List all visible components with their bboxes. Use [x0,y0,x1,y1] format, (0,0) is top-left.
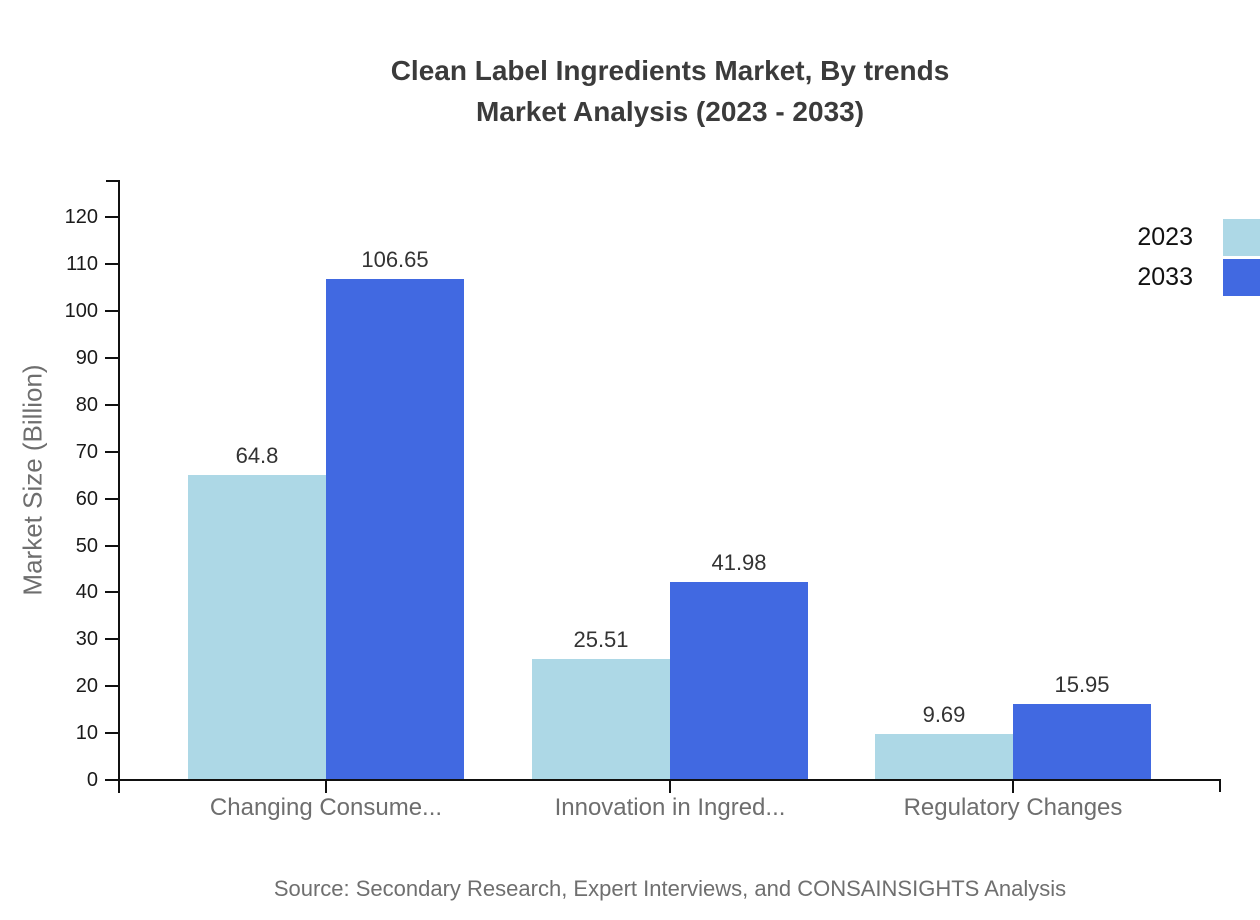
x-category-label: Innovation in Ingred... [554,794,786,821]
y-tick-mark [105,450,118,453]
y-tick-label: 100 [64,300,98,322]
bar-2033-3 [1013,704,1151,779]
legend-swatch [1223,259,1260,296]
bar-2023-2 [532,659,670,779]
y-tick-label: 110 [66,253,98,276]
legend-row-2023: 2023 [1137,219,1260,256]
x-axis-spine [118,779,1221,781]
x-axis-right-cap [1219,779,1221,792]
y-tick-label: 70 [75,440,98,463]
y-tick-label: 20 [75,675,98,698]
bar-value-label: 106.65 [361,247,429,272]
y-tick-label: 30 [75,628,98,651]
y-tick-mark [105,263,118,266]
legend-label: 2023 [1137,223,1193,251]
y-tick-mark [105,591,118,594]
x-tick-mark [669,781,671,793]
x-category-label: Regulatory Changes [903,794,1123,821]
bar-value-label: 25.51 [573,627,629,652]
bar-value-label: 41.98 [711,550,767,575]
y-tick-label: 10 [75,722,98,745]
y-tick-mark [105,685,118,688]
x-tick-mark [1012,781,1014,793]
chart-title-line2: Market Analysis (2023 - 2033) [475,96,865,127]
y-axis-spine [118,180,120,793]
y-tick-label: 50 [75,534,98,557]
y-tick-label: 80 [75,393,98,416]
legend-row-2033: 2033 [1137,259,1260,296]
bar-value-label: 64.8 [235,443,279,468]
x-category-label: Changing Consume... [209,794,443,821]
bar-2033-2 [670,582,808,779]
chart-title-line1: Clean Label Ingredients Market, By trend… [390,55,950,86]
bar-value-label: 9.69 [922,702,966,727]
legend: 2023 2033 [1137,219,1260,296]
chart-title: Clean Label Ingredients Market, By trend… [80,50,1260,132]
y-tick-mark [105,638,118,641]
y-tick-label: 60 [75,487,98,510]
y-tick-label: 40 [75,581,98,604]
bar-2033-1 [326,279,464,779]
legend-swatch [1223,219,1260,256]
y-tick-mark [105,497,118,500]
legend-label: 2033 [1137,263,1193,291]
y-tick-label: 90 [75,346,98,369]
y-tick-mark [105,356,118,359]
y-tick-mark [105,216,118,219]
y-axis-top-cap [106,180,119,182]
bar-2023-1 [188,475,326,779]
bar-value-label: 15.95 [1054,672,1110,697]
y-tick-label: 120 [64,206,98,229]
source-note: Source: Secondary Research, Expert Inter… [273,876,1067,901]
y-tick-mark [105,779,118,781]
y-tick-mark [105,310,118,312]
y-tick-mark [105,403,118,406]
y-tick-mark [105,732,118,735]
x-tick-mark [325,781,327,793]
y-tick-label: 0 [86,769,98,791]
y-tick-mark [105,544,118,547]
bar-2023-3 [875,734,1013,779]
